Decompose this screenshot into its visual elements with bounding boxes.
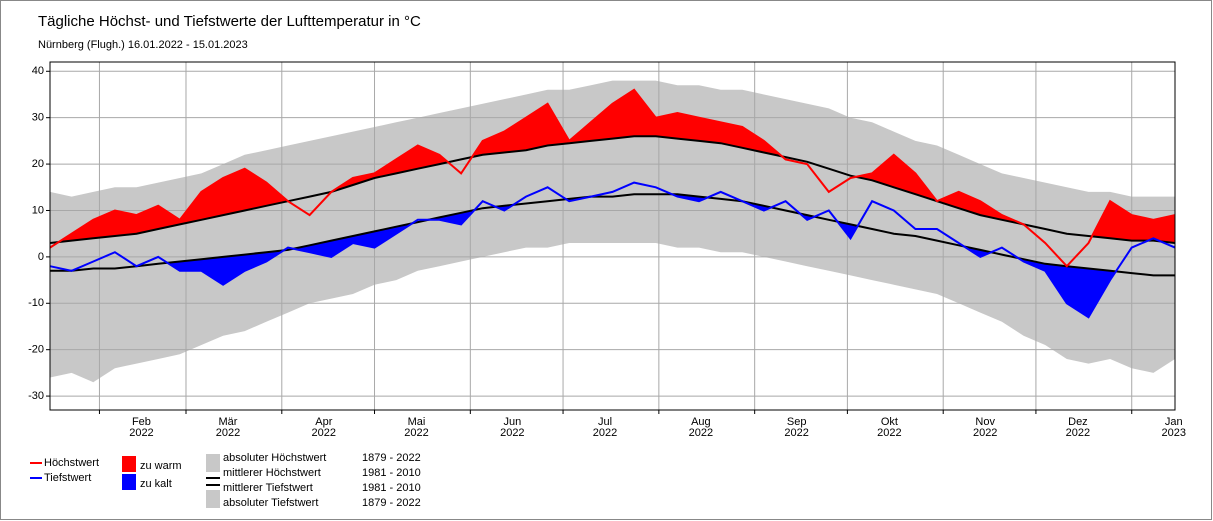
plot-border [49, 61, 1176, 411]
legend-swatch [122, 474, 136, 490]
x-tick-label: Jul 2022 [593, 416, 617, 439]
legend-swatch [206, 490, 220, 508]
series-line [49, 88, 1176, 268]
legend-label: absoluter Tiefstwert [223, 497, 318, 509]
x-tick-label: Jan 2023 [1161, 416, 1185, 439]
x-tick-label: Feb 2022 [129, 416, 153, 439]
legend-swatch [206, 454, 220, 472]
legend-period: 1879 - 2022 [362, 497, 421, 509]
legend-label: zu warm [140, 460, 182, 472]
series-line [49, 181, 1176, 319]
series-line [49, 135, 1176, 244]
warm-fill [50, 89, 1175, 243]
y-tick-label: 30 [32, 112, 44, 124]
y-tick-label: -20 [28, 344, 44, 356]
y-tick-label: -10 [28, 297, 44, 309]
legend-label: absoluter Höchstwert [223, 452, 326, 464]
chart-subtitle: Nürnberg (Flugh.) 16.01.2022 - 15.01.202… [38, 39, 248, 51]
x-tick-label: Okt 2022 [877, 416, 901, 439]
legend-period: 1879 - 2022 [362, 452, 421, 464]
y-tick-label: 20 [32, 158, 44, 170]
x-tick-label: Dez 2022 [1066, 416, 1090, 439]
legend-label: mittlerer Tiefstwert [223, 482, 313, 494]
y-tick-label: -30 [28, 390, 44, 402]
x-tick-label: Mai 2022 [404, 416, 428, 439]
y-tick-label: 0 [38, 251, 44, 263]
x-tick-label: Jun 2022 [500, 416, 524, 439]
legend-label: Höchstwert [44, 457, 99, 469]
x-tick-label: Sep 2022 [784, 416, 808, 439]
x-tick-label: Nov 2022 [973, 416, 997, 439]
legend-period: 1981 - 2010 [362, 482, 421, 494]
x-tick-label: Apr 2022 [312, 416, 336, 439]
series-line [50, 193, 1175, 277]
chart-title: Tägliche Höchst- und Tiefstwerte der Luf… [38, 13, 421, 30]
y-tick-label: 40 [32, 65, 44, 77]
legend-label: mittlerer Höchstwert [223, 467, 321, 479]
legend-label: zu kalt [140, 478, 172, 490]
x-tick-label: Aug 2022 [689, 416, 713, 439]
y-tick-label: 10 [32, 204, 44, 216]
legend-label: Tiefstwert [44, 472, 91, 484]
x-tick-label: Mär 2022 [216, 416, 240, 439]
legend-swatch [122, 456, 136, 472]
legend-period: 1981 - 2010 [362, 467, 421, 479]
